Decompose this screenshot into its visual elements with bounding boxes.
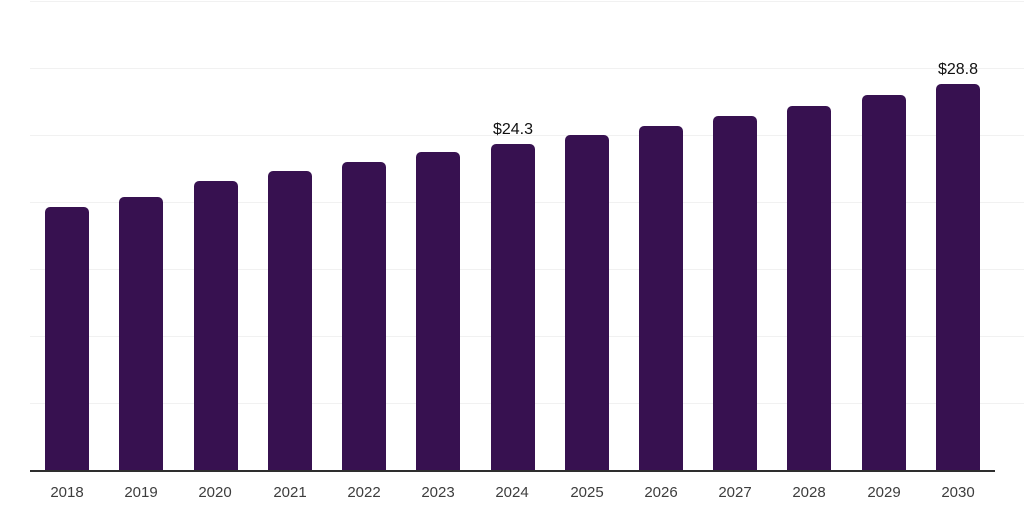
x-tick-label-2018: 2018 <box>50 484 84 501</box>
bar-2025 <box>565 135 609 470</box>
x-axis-labels: 2018 2019 2020 2021 2022 2023 2024 2025 2026 2027… <box>30 483 995 505</box>
bar-2029 <box>862 95 906 470</box>
gridline <box>30 68 1024 69</box>
x-tick-label-2027: 2027 <box>718 484 752 501</box>
bar-2027 <box>713 116 757 470</box>
x-tick-label-2029: 2029 <box>867 484 901 501</box>
bar-2024 <box>491 144 535 470</box>
bar-2020 <box>194 181 238 470</box>
x-axis-line <box>30 470 995 472</box>
x-tick-label-2021: 2021 <box>273 484 307 501</box>
bar-2026 <box>639 126 683 470</box>
x-tick-label-2019: 2019 <box>124 484 158 501</box>
x-tick-label-2024: 2024 <box>495 484 529 501</box>
bar-2019 <box>119 197 163 470</box>
x-tick-label-2022: 2022 <box>347 484 381 501</box>
x-tick-label-2030: 2030 <box>941 484 975 501</box>
x-tick-label-2025: 2025 <box>570 484 604 501</box>
plot-area: $24.3 $28.8 <box>30 1 995 470</box>
gridline <box>30 135 1024 136</box>
value-label-2030: $28.8 <box>937 61 979 78</box>
bar-2023 <box>416 152 460 470</box>
x-tick-label-2020: 2020 <box>198 484 232 501</box>
bar-2030 <box>936 84 980 470</box>
x-tick-label-2023: 2023 <box>421 484 455 501</box>
bar-2021 <box>268 171 312 470</box>
bar-2018 <box>45 207 89 470</box>
bar-2028 <box>787 106 831 470</box>
gridline <box>30 1 1024 2</box>
x-tick-label-2026: 2026 <box>644 484 678 501</box>
x-tick-label-2028: 2028 <box>792 484 826 501</box>
bar-2022 <box>342 162 386 470</box>
value-label-2024: $24.3 <box>492 121 534 138</box>
